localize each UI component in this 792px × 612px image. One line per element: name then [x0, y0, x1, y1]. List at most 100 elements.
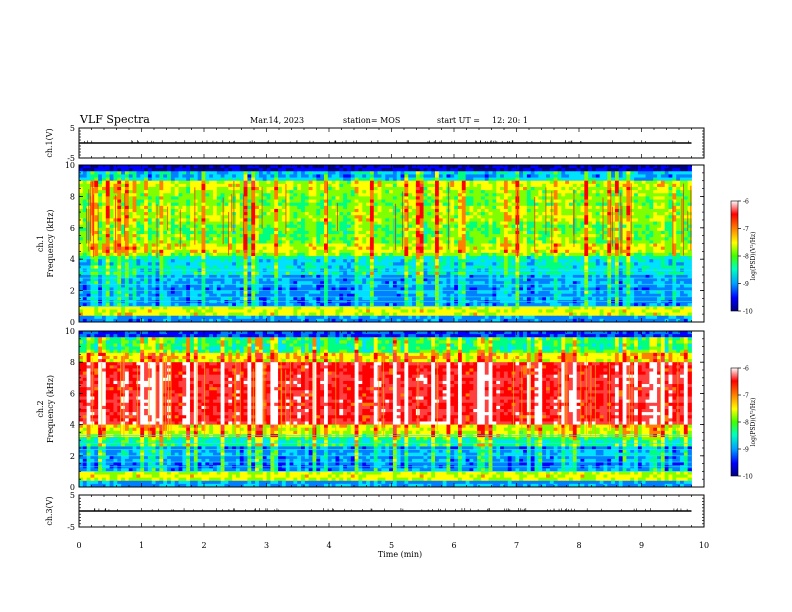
spectrogram-cell: [557, 237, 562, 241]
spectrogram-cell: [511, 180, 516, 185]
spectrogram-cell: [358, 246, 363, 251]
spectrogram-cell: [377, 256, 382, 260]
spectrogram-cell: [595, 205, 601, 210]
spectrogram-cell: [614, 202, 620, 207]
spectrogram-cell: [415, 205, 421, 210]
spectrogram-cell: [79, 243, 84, 248]
spectrogram-cell: [668, 218, 673, 222]
spectrogram-cell: [653, 221, 658, 226]
spectrogram-cell: [435, 174, 440, 178]
spectrogram-cell: [419, 193, 424, 197]
spectrogram-cell: [320, 212, 325, 216]
spectrogram-cell: [224, 221, 229, 226]
spectrogram-cell: [668, 171, 673, 175]
spectrogram-cell: [258, 237, 264, 241]
spectrogram-cell: [285, 215, 290, 219]
spectrogram-cell: [190, 199, 195, 204]
spectrogram-cell: [216, 193, 222, 197]
spectrogram-cell: [668, 174, 673, 178]
spectrogram-cell: [186, 177, 191, 182]
spectrogram-cell: [653, 246, 658, 251]
spectrogram-cell: [362, 230, 367, 235]
spectrogram-cell: [507, 165, 512, 169]
spectrogram-cell: [190, 240, 195, 244]
spectrogram-cell: [366, 186, 371, 191]
spectrogram-cell: [672, 237, 677, 241]
spectrogram-cell: [603, 193, 608, 197]
spectrogram-cell: [232, 256, 237, 260]
spectrogram-cell: [167, 205, 172, 210]
spectrogram-cell: [404, 227, 409, 232]
spectrogram-cell: [634, 243, 639, 248]
spectrogram-cell: [637, 180, 643, 185]
spectrogram-cell: [469, 168, 474, 172]
spectrogram-cell: [507, 183, 512, 188]
spectrogram-cell: [603, 165, 608, 169]
spectrogram-cell: [320, 183, 325, 188]
spectrogram-cell: [530, 205, 535, 210]
spectrogram-cell: [599, 212, 604, 216]
spectrogram-cell: [373, 230, 378, 235]
spectrogram-cell: [381, 234, 386, 238]
spectrogram-cell: [109, 246, 114, 251]
spectrogram-cell: [419, 171, 424, 175]
spectrogram-cell: [155, 168, 160, 172]
spectrogram-cell: [354, 224, 359, 229]
spectrogram-cell: [676, 199, 681, 204]
spectrogram-cell: [320, 246, 325, 251]
spectrogram-cell: [174, 230, 179, 235]
spectrogram-cell: [603, 246, 608, 251]
spectrogram-cell: [438, 234, 444, 238]
spectrogram-cell: [358, 183, 363, 188]
spectrogram-cell: [415, 171, 421, 175]
spectrogram-cell: [435, 193, 440, 197]
spectrogram-cell: [105, 174, 111, 178]
spectrogram-cell: [415, 237, 421, 241]
spectrogram-cell: [607, 230, 612, 235]
spectrogram-cell: [124, 208, 130, 213]
spectrogram-cell: [549, 174, 555, 178]
spectrogram-cell: [151, 234, 156, 238]
spectrogram-cell: [128, 208, 133, 213]
spectrogram-cell: [216, 190, 222, 194]
spectrogram-cell: [584, 252, 589, 257]
spectrogram-cell: [266, 186, 271, 191]
spectrogram-cell: [622, 218, 627, 222]
spectrogram-cell: [473, 196, 478, 200]
spectrogram-cell: [369, 199, 375, 204]
spectrogram-cell: [193, 221, 199, 226]
spectrogram-cell: [117, 249, 122, 254]
spectrogram-cell: [239, 237, 245, 241]
spectrogram-cell: [676, 237, 681, 241]
spectrogram-cell: [653, 186, 658, 191]
spectrogram-cell: [132, 243, 137, 248]
spectrogram-cell: [239, 183, 245, 188]
spectrogram-cell: [465, 186, 470, 191]
spectrogram-cell: [155, 174, 160, 178]
spectrogram-cell: [469, 215, 474, 219]
spectrogram-cell: [197, 165, 202, 169]
spectrogram-cell: [297, 183, 302, 188]
spectrogram-cell: [343, 212, 348, 216]
spectrogram-cell: [488, 227, 493, 232]
spectrogram-cell: [687, 190, 692, 194]
spectrogram-cell: [630, 230, 635, 235]
spectrogram-cell: [408, 246, 413, 251]
spectrogram-cell: [159, 183, 164, 188]
spectrogram-cell: [362, 174, 367, 178]
spectrogram-cell: [193, 168, 199, 172]
spectrogram-cell: [98, 180, 103, 185]
spectrogram-cell: [565, 208, 570, 213]
spectrogram-cell: [255, 199, 260, 204]
spectrogram-cell: [557, 199, 562, 204]
spectrogram-cell: [354, 221, 359, 226]
spectrogram-cell: [274, 183, 279, 188]
spectrogram-cell: [155, 234, 160, 238]
spectrogram-cell: [212, 252, 218, 257]
spectrogram-cell: [408, 165, 413, 169]
spectrogram-cell: [630, 237, 635, 241]
spectrogram-cell: [576, 240, 581, 244]
spectrogram-cell: [266, 199, 271, 204]
spectrogram-cell: [660, 221, 666, 226]
spectrogram-cell: [212, 202, 218, 207]
